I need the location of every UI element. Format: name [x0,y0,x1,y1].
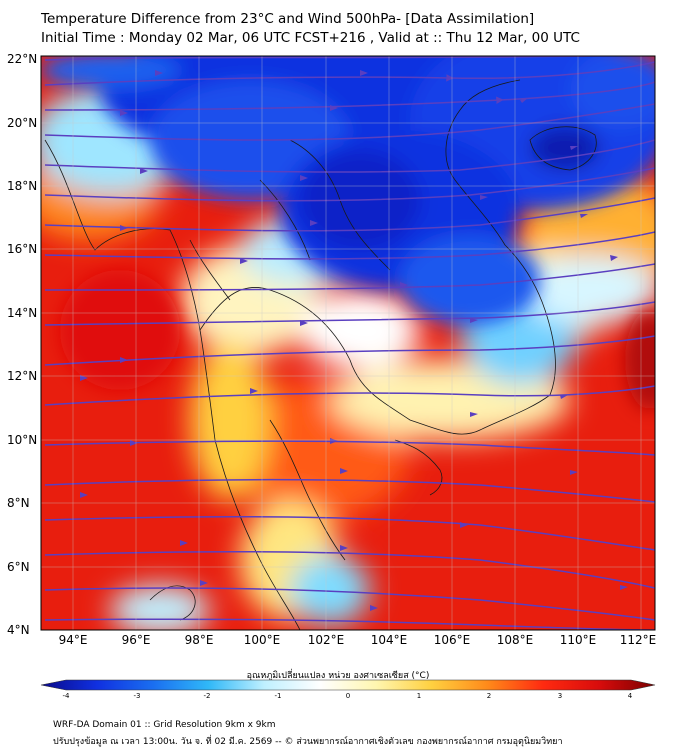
lon-label: 106°E [433,633,471,647]
lon-label: 96°E [121,633,151,647]
lat-label: 20°N [7,116,38,130]
lat-label: 6°N [7,560,30,574]
colorbar-tick: -2 [203,692,211,700]
colorbar-label: อุณหภูมิเปลี่ยนแปลง หน่วย องศาเซลเซียส (… [246,671,430,681]
lat-label: 22°N [7,52,38,66]
temperature-field [41,56,655,630]
lat-label: 10°N [7,433,38,447]
colorbar-tick: -3 [133,692,141,700]
lat-label: 12°N [7,369,38,383]
map-grid [41,56,655,630]
footer-credit: ปรับปรุงข้อมูล ณ เวลา 13:00น. วัน จ. ที่… [53,737,563,747]
lat-label: 4°N [7,623,30,637]
lon-label: 100°E [243,633,281,647]
lat-label: 14°N [7,306,38,320]
colorbar-tick: 2 [486,692,492,700]
lon-label: 98°E [184,633,214,647]
footer-resolution: WRF-DA Domain 01 :: Grid Resolution 9km … [53,720,276,730]
wind-arrowheads [80,70,628,611]
lat-label: 8°N [7,496,30,510]
chart-subtitle: Initial Time : Monday 02 Mar, 06 UTC FCS… [41,30,580,46]
lat-label: 16°N [7,242,38,256]
colorbar-tick: 3 [557,692,563,700]
colorbar-tick: 0 [345,692,351,700]
lon-label: 104°E [370,633,408,647]
lon-label: 110°E [559,633,597,647]
lon-label: 94°E [58,633,88,647]
colorbar-tick: 4 [627,692,633,700]
colorbar-tick: -1 [274,692,282,700]
colorbar-tick: -4 [62,692,70,700]
plot-frame [40,55,656,631]
lon-label: 112°E [619,633,657,647]
wind-streamlines [44,56,655,630]
lon-label: 108°E [496,633,534,647]
colorbar-tick: 1 [416,692,422,700]
lat-label: 18°N [7,179,38,193]
chart-title: Temperature Difference from 23°C and Win… [41,11,535,27]
lon-label: 102°E [307,633,345,647]
